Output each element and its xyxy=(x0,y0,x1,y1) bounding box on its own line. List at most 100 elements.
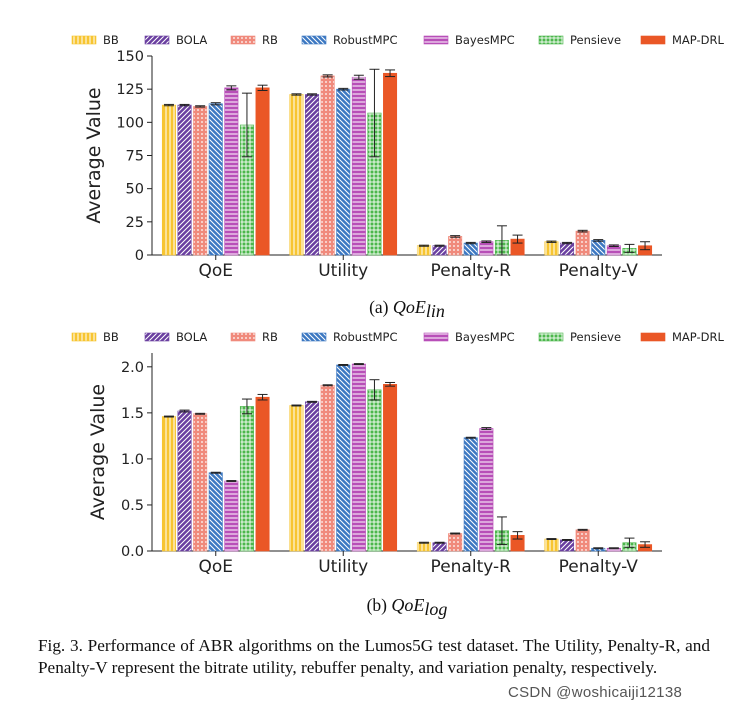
subcaption-math-sub: lin xyxy=(426,301,445,321)
y-tick-label: 125 xyxy=(116,82,144,98)
legend-swatch-bola xyxy=(144,35,170,45)
x-tick-label-penalty-v: Penalty-V xyxy=(559,261,639,281)
bar-bola-qoe xyxy=(177,410,192,552)
bar-rb-qoe xyxy=(193,106,208,256)
bar-map-drl-utility xyxy=(383,72,398,256)
y-tick-label: 50 xyxy=(126,182,144,198)
legend-swatch-bola xyxy=(144,332,170,342)
bar-bayesmpc-penalty-r xyxy=(479,428,494,552)
legend-swatch-rb xyxy=(230,35,256,45)
bar-pensieve-utility xyxy=(367,389,382,552)
bar-robustmpc-penalty-r xyxy=(463,242,478,256)
y-tick-label: 75 xyxy=(126,149,144,165)
bar-robustmpc-utility xyxy=(336,364,351,552)
legend-label-map-drl: MAP-DRL xyxy=(672,330,724,344)
bar-bayesmpc-qoe xyxy=(224,87,239,256)
bar-bola-qoe xyxy=(177,104,192,256)
legend-swatch-map-drl xyxy=(640,35,666,45)
bar-bayesmpc-penalty-r xyxy=(479,241,494,256)
bar-bb-qoe xyxy=(161,416,176,552)
subcaption-math-sub: log xyxy=(424,599,447,619)
bar-robustmpc-qoe xyxy=(208,472,223,552)
bar-bayesmpc-penalty-v xyxy=(606,245,621,256)
bar-rb-penalty-r xyxy=(448,533,463,552)
bar-robustmpc-qoe xyxy=(208,103,223,256)
subcaption-label: (a) xyxy=(369,297,393,317)
x-tick-label-utility: Utility xyxy=(318,557,368,577)
x-tick-label-utility: Utility xyxy=(318,261,368,281)
legend-label-bb: BB xyxy=(103,33,119,47)
x-tick-label-penalty-r: Penalty-R xyxy=(431,557,512,577)
bar-bb-penalty-v xyxy=(544,538,559,552)
figure-caption: Fig. 3. Performance of ABR algorithms on… xyxy=(38,636,710,677)
legend-swatch-bb xyxy=(71,35,97,45)
bar-rb-utility xyxy=(320,75,335,256)
bar-bb-penalty-r xyxy=(416,245,431,256)
legend-label-robustmpc: RobustMPC xyxy=(333,33,398,47)
y-tick-label: 25 xyxy=(126,215,144,231)
bar-map-drl-utility xyxy=(383,384,398,552)
y-axis-label: Average Value xyxy=(83,87,105,223)
bar-robustmpc-penalty-r xyxy=(463,437,478,552)
bar-bola-utility xyxy=(305,401,320,552)
bar-rb-penalty-v xyxy=(575,529,590,552)
legend-label-map-drl: MAP-DRL xyxy=(672,33,724,47)
bar-bayesmpc-utility xyxy=(351,363,366,552)
legend-label-bb: BB xyxy=(103,330,119,344)
bar-rb-qoe xyxy=(193,413,208,552)
bar-pensieve-qoe xyxy=(239,406,254,552)
legend-label-bayesmpc: BayesMPC xyxy=(455,33,515,47)
legend-label-rb: RB xyxy=(262,33,278,47)
bar-bola-penalty-v xyxy=(560,242,575,256)
legend-swatch-bb xyxy=(71,332,97,342)
legend-label-bola: BOLA xyxy=(176,33,207,47)
bar-map-drl-qoe xyxy=(255,396,270,552)
bar-bola-penalty-v xyxy=(560,539,575,552)
y-tick-label: 0.0 xyxy=(121,544,144,560)
subcaption-math-base: QoE xyxy=(393,297,426,317)
legend-swatch-bayesmpc xyxy=(423,35,449,45)
y-axis-label: Average Value xyxy=(87,384,109,520)
y-tick-label: 0.5 xyxy=(121,498,144,514)
x-tick-label-penalty-r: Penalty-R xyxy=(431,261,512,281)
bar-bb-qoe xyxy=(161,104,176,256)
bar-robustmpc-utility xyxy=(336,88,351,256)
bar-bb-penalty-v xyxy=(544,241,559,256)
legend-label-rb: RB xyxy=(262,330,278,344)
watermark: CSDN @woshicaiji12138 xyxy=(508,684,683,701)
bar-bb-utility xyxy=(289,405,304,552)
x-tick-label-qoe: QoE xyxy=(198,261,233,281)
bar-bola-penalty-r xyxy=(432,542,447,552)
legend-swatch-pensieve xyxy=(538,35,564,45)
legend-label-bola: BOLA xyxy=(176,330,207,344)
bar-bola-utility xyxy=(305,94,320,256)
y-tick-label: 1.5 xyxy=(121,406,144,422)
bar-bb-penalty-r xyxy=(416,542,431,552)
y-tick-label: 100 xyxy=(116,115,144,131)
legend-label-robustmpc: RobustMPC xyxy=(333,330,398,344)
subcaption-label: (b) xyxy=(367,595,392,615)
chart-qoe-log: BB BOLA RB RobustMPC BayesMPC Pensieve MAP-DRL… xyxy=(71,330,724,619)
chart-qoe-lin: BB BOLA RB RobustMPC BayesMPC Pensieve MAP-DRL… xyxy=(71,33,724,321)
legend-swatch-rb xyxy=(230,332,256,342)
legend-label-bayesmpc: BayesMPC xyxy=(455,330,515,344)
bar-bayesmpc-utility xyxy=(351,76,366,256)
bar-robustmpc-penalty-v xyxy=(591,240,606,256)
y-tick-label: 0 xyxy=(135,248,144,264)
legend-swatch-robustmpc xyxy=(301,332,327,342)
legend-swatch-robustmpc xyxy=(301,35,327,45)
subcaption-math-base: QoE xyxy=(391,595,424,615)
bar-bayesmpc-qoe xyxy=(224,480,239,552)
bar-rb-penalty-r xyxy=(448,236,463,256)
legend-swatch-map-drl xyxy=(640,332,666,342)
bar-map-drl-qoe xyxy=(255,87,270,256)
legend-swatch-bayesmpc xyxy=(423,332,449,342)
x-tick-label-penalty-v: Penalty-V xyxy=(559,557,639,577)
y-tick-label: 150 xyxy=(116,49,144,65)
bar-bb-utility xyxy=(289,94,304,256)
x-tick-label-qoe: QoE xyxy=(198,557,233,577)
y-tick-label: 2.0 xyxy=(121,360,144,376)
legend-swatch-pensieve xyxy=(538,332,564,342)
subcaption: (a) QoElin xyxy=(369,297,445,321)
